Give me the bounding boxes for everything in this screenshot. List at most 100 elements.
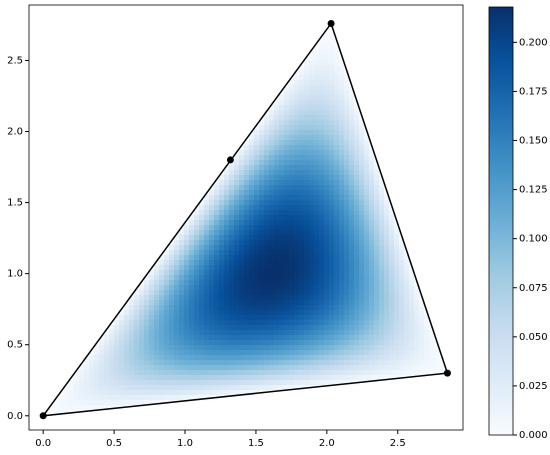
heat-cell: [89, 370, 95, 376]
heat-cell: [274, 180, 280, 186]
heat-cell: [279, 190, 285, 196]
heat-cell: [384, 305, 390, 311]
heat-cell: [259, 175, 265, 181]
heat-cell: [249, 195, 255, 201]
heat-cell: [159, 380, 165, 386]
heat-cell: [269, 175, 275, 181]
heat-cell: [194, 300, 200, 306]
heat-cell: [234, 310, 240, 316]
heat-cell: [239, 275, 245, 281]
heat-cell: [184, 385, 190, 391]
heat-cell: [324, 300, 330, 306]
heat-cell: [279, 160, 285, 166]
heat-cell: [289, 130, 295, 136]
heat-cell: [404, 275, 410, 281]
heat-cell: [309, 65, 315, 71]
heat-cell: [394, 235, 400, 241]
heat-cell: [244, 315, 250, 321]
heat-cell: [264, 185, 270, 191]
heat-cell: [129, 400, 135, 406]
heat-cell: [359, 315, 365, 321]
heat-cell: [404, 280, 410, 286]
heat-cell: [324, 285, 330, 291]
heat-cell: [209, 375, 215, 381]
heat-cell: [399, 295, 405, 301]
heat-cell: [344, 195, 350, 201]
heat-cell: [409, 275, 415, 281]
heat-cell: [179, 390, 185, 396]
heat-cell: [389, 305, 395, 311]
heat-cell: [284, 375, 290, 381]
heat-cell: [369, 370, 375, 376]
heat-cell: [349, 135, 355, 141]
heat-cell: [144, 295, 150, 301]
heat-cell: [289, 95, 295, 101]
heat-cell: [274, 235, 280, 241]
heat-cell: [179, 280, 185, 286]
heat-cell: [374, 305, 380, 311]
heat-cell: [254, 135, 260, 141]
heat-cell: [249, 305, 255, 311]
heat-cell: [179, 320, 185, 326]
heat-cell: [364, 240, 370, 246]
heat-cell: [239, 200, 245, 206]
heat-cell: [209, 220, 215, 226]
heat-cell: [424, 325, 430, 331]
heat-cell: [239, 155, 245, 161]
heat-cell: [184, 280, 190, 286]
heat-cell: [179, 305, 185, 311]
heat-cell: [239, 290, 245, 296]
heat-cell: [224, 260, 230, 266]
heat-cell: [114, 320, 120, 326]
heat-cell: [279, 310, 285, 316]
heat-cell: [84, 395, 90, 401]
heat-cell: [284, 225, 290, 231]
heat-cell: [399, 345, 405, 351]
heat-cell: [339, 190, 345, 196]
heat-cell: [219, 350, 225, 356]
heat-cell: [329, 260, 335, 266]
heat-cell: [299, 280, 305, 286]
heat-cell: [364, 260, 370, 266]
heat-cell: [329, 255, 335, 261]
heat-cell: [334, 55, 340, 61]
heat-cell: [364, 220, 370, 226]
heat-cell: [364, 300, 370, 306]
heat-cell: [169, 360, 175, 366]
heat-cell: [174, 245, 180, 251]
heat-cell: [179, 265, 185, 271]
heat-cell: [199, 335, 205, 341]
colorbar-tick-label: 0.075: [519, 283, 548, 294]
heat-cell: [334, 110, 340, 116]
heat-cell: [229, 365, 235, 371]
heat-cell: [264, 225, 270, 231]
heat-cell: [399, 275, 405, 281]
heat-cell: [289, 365, 295, 371]
heat-cell: [259, 270, 265, 276]
heat-cell: [334, 250, 340, 256]
heat-cell: [279, 155, 285, 161]
heat-cell: [239, 310, 245, 316]
heat-cell: [199, 340, 205, 346]
heat-cell: [244, 300, 250, 306]
heat-cell: [169, 385, 175, 391]
heat-cell: [154, 380, 160, 386]
heat-cell: [264, 375, 270, 381]
heat-cell: [389, 290, 395, 296]
heat-cell: [239, 220, 245, 226]
heat-cell: [264, 370, 270, 376]
heat-cell: [314, 195, 320, 201]
heat-cell: [284, 340, 290, 346]
heat-cell: [259, 290, 265, 296]
heat-cell: [384, 300, 390, 306]
heat-cell: [214, 265, 220, 271]
heat-cell: [269, 215, 275, 221]
heat-cell: [254, 360, 260, 366]
heat-cell: [339, 305, 345, 311]
heat-cell: [229, 300, 235, 306]
heat-cell: [384, 320, 390, 326]
heat-cell: [199, 390, 205, 396]
heat-cell: [189, 265, 195, 271]
heat-cell: [359, 245, 365, 251]
heat-cell: [294, 340, 300, 346]
